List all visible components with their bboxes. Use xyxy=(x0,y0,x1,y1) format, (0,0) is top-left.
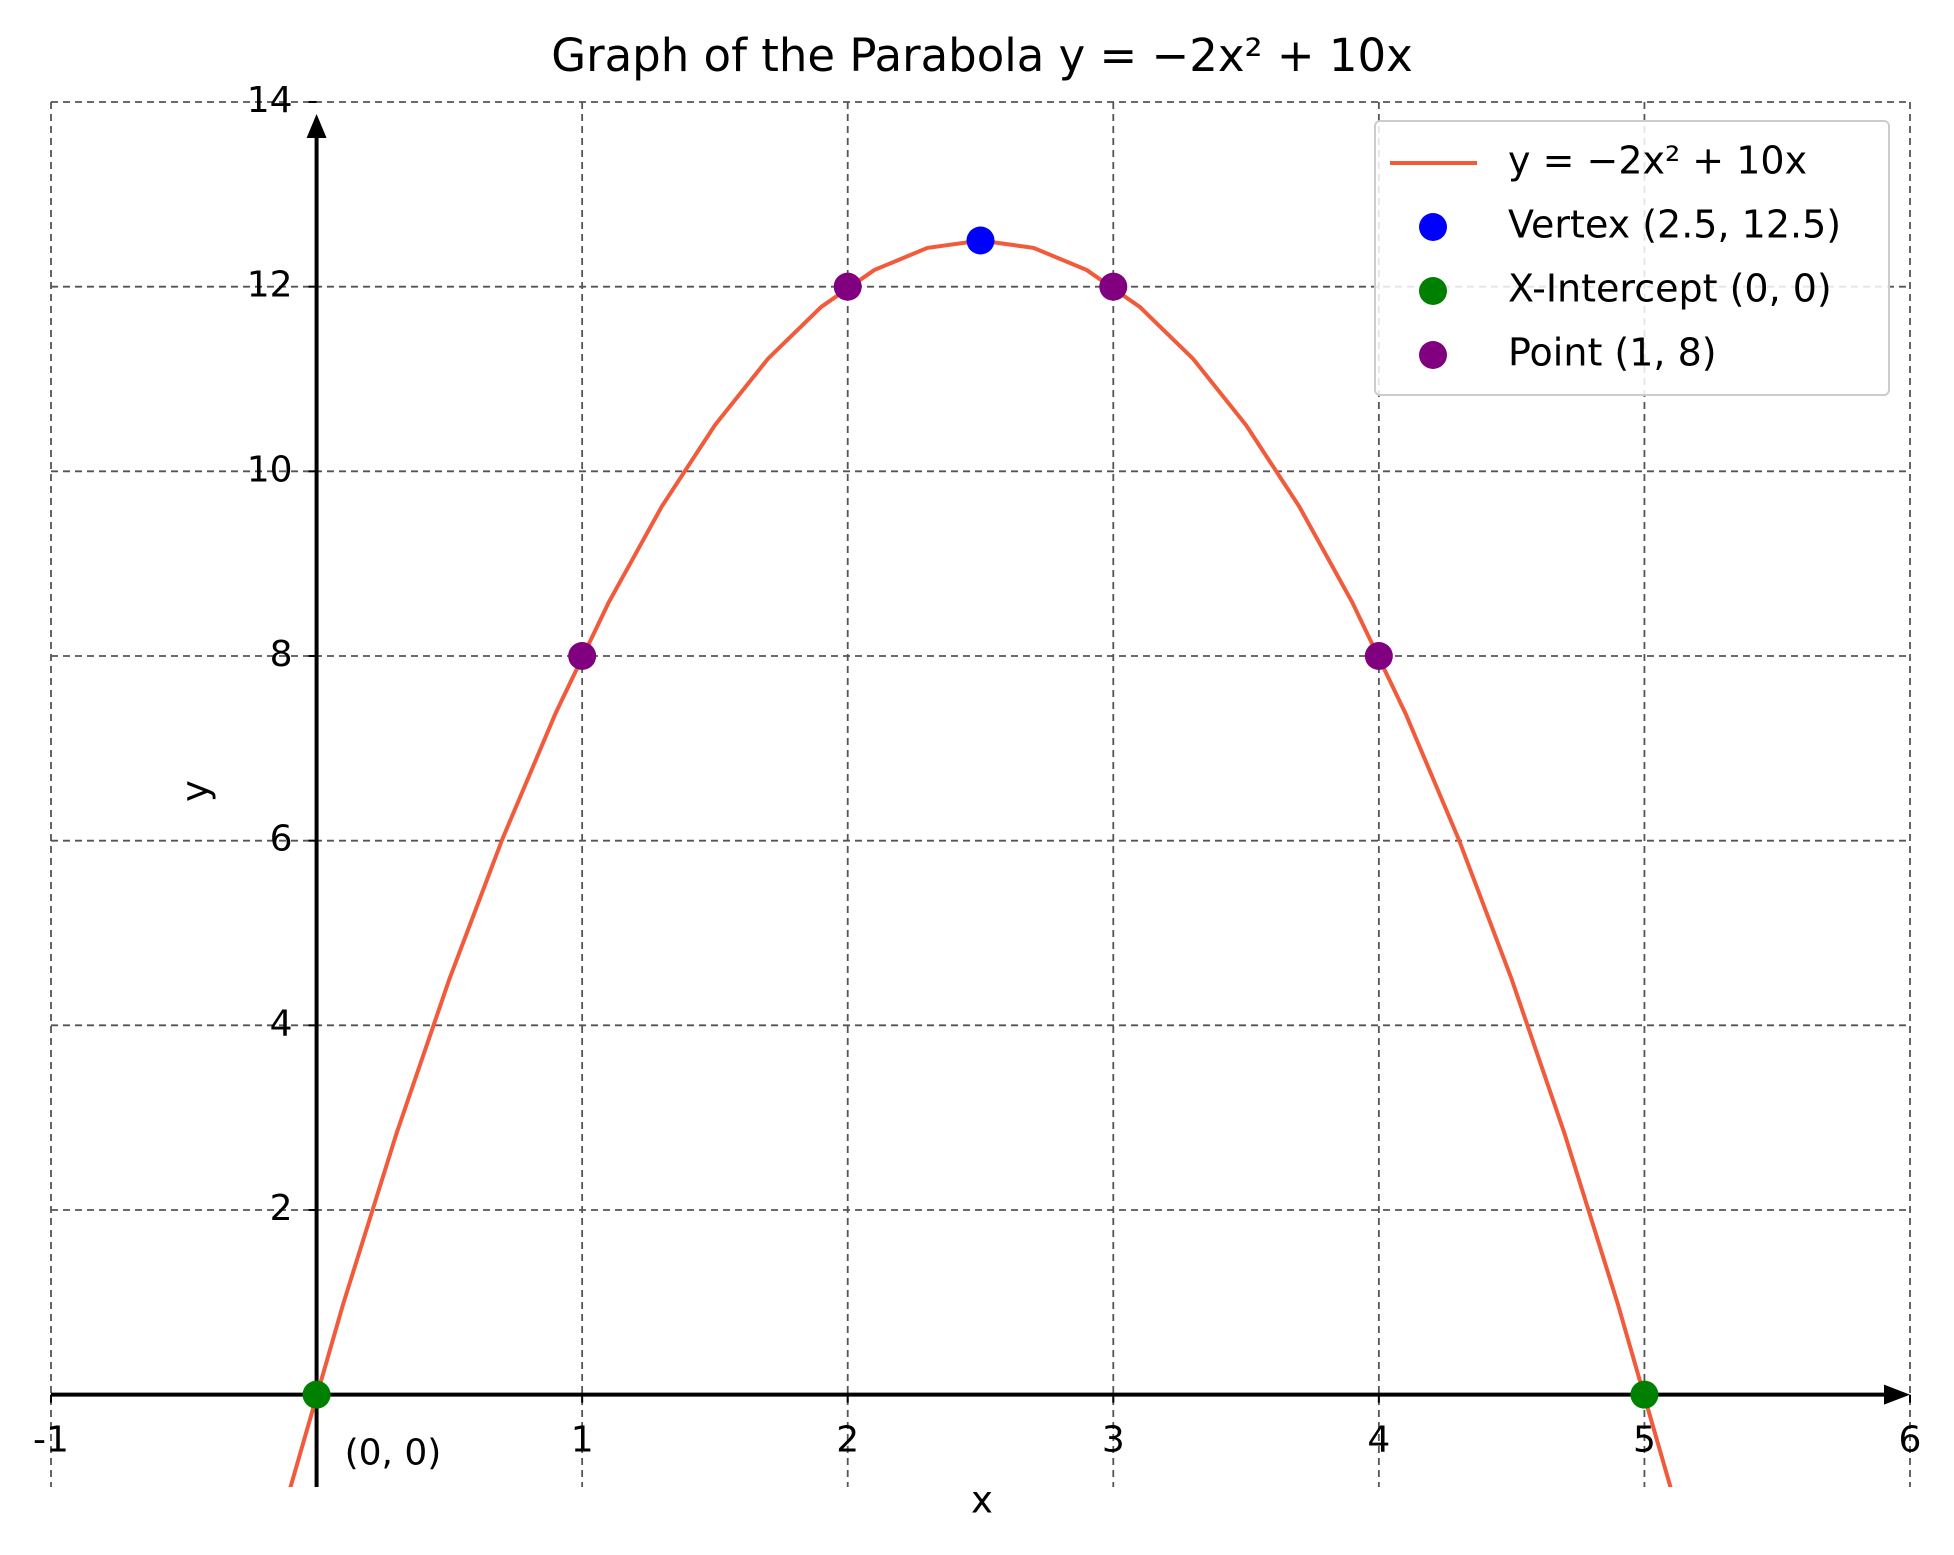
point xyxy=(1630,1380,1659,1409)
y-axis-arrow xyxy=(306,114,327,138)
legend-box xyxy=(1374,120,1890,396)
x-tick-label: 6 xyxy=(1899,1420,1922,1461)
point xyxy=(1099,272,1128,301)
legend-swatch xyxy=(1419,341,1447,369)
x-tick-label: 1 xyxy=(571,1420,594,1461)
x-axis-label: x xyxy=(971,1479,993,1522)
point xyxy=(568,642,597,670)
point xyxy=(302,1380,331,1409)
point xyxy=(1364,642,1393,670)
y-tick-label: 12 xyxy=(247,265,293,306)
x-tick-label: 3 xyxy=(1102,1420,1125,1461)
x-tick-label: 5 xyxy=(1633,1420,1656,1461)
y-tick-label: 4 xyxy=(270,1003,293,1044)
y-axis-label: y xyxy=(174,780,217,802)
x-tick-label: -1 xyxy=(33,1420,69,1461)
legend-label: y = −2x² + 10x xyxy=(1508,139,1807,183)
plot-area xyxy=(288,238,1673,1487)
y-tick-label: 10 xyxy=(247,449,293,490)
y-tick-label: 8 xyxy=(270,634,293,675)
x-axis-arrow xyxy=(1884,1384,1910,1405)
y-tick-label: 14 xyxy=(247,80,293,121)
legend-swatch xyxy=(1419,213,1447,241)
y-tick-label: 2 xyxy=(270,1188,293,1229)
chart-title: Graph of the Parabola y = −2x² + 10x xyxy=(551,29,1413,82)
y-tick-label: 6 xyxy=(270,819,293,860)
legend-label: Point (1, 8) xyxy=(1508,331,1717,375)
legend: y = −2x² + 10x Vertex (2.5, 12.5) X-Interc… xyxy=(1374,120,1890,396)
curve xyxy=(288,238,1673,1487)
annotation: (0, 0) xyxy=(345,1433,442,1474)
point xyxy=(833,272,862,301)
legend-swatch xyxy=(1419,277,1447,305)
point xyxy=(966,226,995,255)
legend-label: X-Intercept (0, 0) xyxy=(1508,267,1832,311)
x-tick-label: 4 xyxy=(1367,1420,1390,1461)
legend-label: Vertex (2.5, 12.5) xyxy=(1508,203,1841,247)
x-tick-label: 2 xyxy=(836,1420,859,1461)
